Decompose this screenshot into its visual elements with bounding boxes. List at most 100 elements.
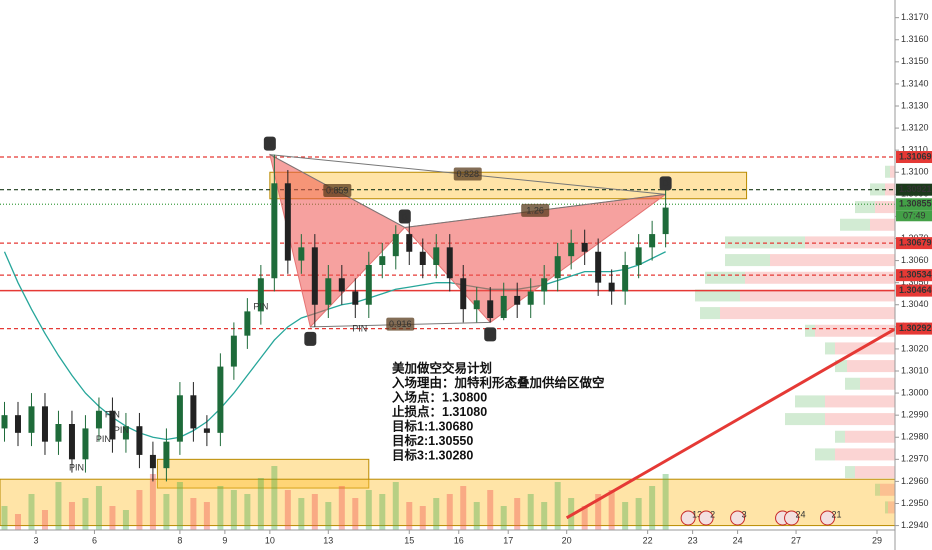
price-tag-label: 1.30921 bbox=[899, 184, 932, 194]
trade-plan-line: 美加做空交易计划 bbox=[392, 360, 492, 375]
profile-sell bbox=[860, 377, 895, 390]
candle-body bbox=[662, 207, 669, 235]
profile-buy bbox=[785, 413, 825, 426]
candle-body bbox=[176, 395, 183, 442]
y-tick-label: 1.3010 bbox=[901, 365, 929, 375]
profile-sell bbox=[815, 324, 895, 337]
candle-body bbox=[568, 242, 575, 257]
candle-body bbox=[136, 426, 143, 455]
volume-bar bbox=[608, 490, 615, 530]
volume-bar bbox=[95, 486, 102, 530]
trade-plan-line: 目标3:1.30280 bbox=[392, 447, 473, 462]
volume-bar bbox=[298, 498, 305, 530]
ratio-badge bbox=[323, 184, 352, 198]
event-count: 2 bbox=[710, 509, 715, 519]
pin-label: PIN bbox=[253, 301, 268, 311]
volume-bar bbox=[55, 482, 62, 530]
trade-plan-line: 目标2:1.30550 bbox=[392, 433, 473, 448]
candle-body bbox=[595, 251, 602, 283]
profile-sell bbox=[835, 448, 895, 461]
pattern-point-badge bbox=[484, 327, 497, 342]
profile-sell bbox=[720, 307, 895, 320]
volume-bar bbox=[163, 494, 170, 530]
x-tick-label: 10 bbox=[265, 535, 275, 545]
profile-buy bbox=[695, 289, 740, 302]
volume-bar bbox=[541, 502, 548, 530]
candle-body bbox=[271, 183, 278, 279]
y-tick-label: 1.3060 bbox=[901, 255, 929, 265]
candle-body bbox=[446, 247, 453, 279]
profile-buy bbox=[875, 483, 880, 496]
candle-body bbox=[14, 415, 21, 433]
y-tick-label: 1.3000 bbox=[901, 387, 929, 397]
profile-sell bbox=[855, 466, 895, 479]
profile-buy bbox=[885, 165, 890, 178]
profile-buy bbox=[815, 448, 835, 461]
y-tick-label: 1.3050 bbox=[901, 277, 929, 287]
x-tick-label: 16 bbox=[454, 535, 464, 545]
event-icon bbox=[730, 510, 746, 526]
ratio-badge bbox=[386, 317, 415, 331]
price-tag bbox=[896, 198, 932, 211]
volume-bar bbox=[460, 486, 467, 530]
price-tag bbox=[896, 183, 932, 196]
x-tick-label: 9 bbox=[222, 535, 227, 545]
volume-bar bbox=[595, 494, 602, 530]
candle-body bbox=[284, 183, 291, 261]
volume-bar bbox=[311, 494, 318, 530]
candle-body bbox=[1, 415, 8, 429]
candle-body bbox=[379, 256, 386, 265]
x-tick-label: 20 bbox=[562, 535, 572, 545]
profile-buy bbox=[825, 342, 835, 355]
ratio-label: 1.26 bbox=[526, 205, 544, 215]
y-tick-label: 1.3160 bbox=[901, 34, 929, 44]
volume-bar bbox=[68, 502, 75, 530]
volume-bar bbox=[352, 498, 359, 530]
x-tick-label: 8 bbox=[177, 535, 182, 545]
profile-buy bbox=[705, 271, 745, 284]
profile-sell bbox=[740, 289, 895, 302]
candles-layer bbox=[1, 154, 669, 482]
candle-body bbox=[406, 234, 413, 252]
pattern-point-label: X bbox=[267, 139, 273, 149]
y-tick-label: 1.2990 bbox=[901, 410, 929, 420]
pin-label: PIN bbox=[105, 410, 120, 420]
x-tick-label: 23 bbox=[688, 535, 698, 545]
time-axis bbox=[0, 530, 932, 550]
volume-bar bbox=[365, 490, 372, 530]
volume-bar bbox=[230, 490, 237, 530]
x-tick-label: 27 bbox=[791, 535, 801, 545]
profile-sell bbox=[835, 342, 895, 355]
event-icon bbox=[680, 510, 696, 526]
y-tick-label: 1.3120 bbox=[901, 122, 929, 132]
candle-body bbox=[649, 234, 656, 248]
ratio-label: 0.828 bbox=[456, 169, 479, 179]
pin-label: PIN bbox=[96, 434, 111, 444]
candle-body bbox=[217, 366, 224, 433]
x-tick-label: 29 bbox=[872, 535, 882, 545]
volume-bar bbox=[500, 506, 507, 530]
pin-label: PIN bbox=[114, 425, 129, 435]
candle-body bbox=[338, 278, 345, 292]
profile-buy bbox=[725, 236, 805, 249]
event-count: 21 bbox=[832, 509, 842, 519]
volume-bar bbox=[338, 486, 345, 530]
candle-body bbox=[230, 335, 237, 367]
trade-plan-line: 止损点：1.31080 bbox=[392, 404, 487, 419]
candle-body bbox=[82, 428, 89, 460]
y-tick-label: 1.3140 bbox=[901, 78, 929, 88]
volume-bar bbox=[122, 510, 129, 530]
price-tag-label: 1.30679 bbox=[899, 238, 932, 248]
candle-body bbox=[41, 406, 48, 442]
profile-buy bbox=[885, 501, 888, 514]
event-icon bbox=[784, 510, 800, 526]
volume-bar bbox=[190, 498, 197, 530]
vol-layer bbox=[1, 466, 669, 530]
volume-bar bbox=[473, 502, 480, 530]
profile-buy bbox=[725, 254, 770, 267]
price-tag bbox=[896, 322, 932, 335]
x-tick-label: 17 bbox=[503, 535, 513, 545]
pattern-point-badge bbox=[304, 331, 317, 346]
